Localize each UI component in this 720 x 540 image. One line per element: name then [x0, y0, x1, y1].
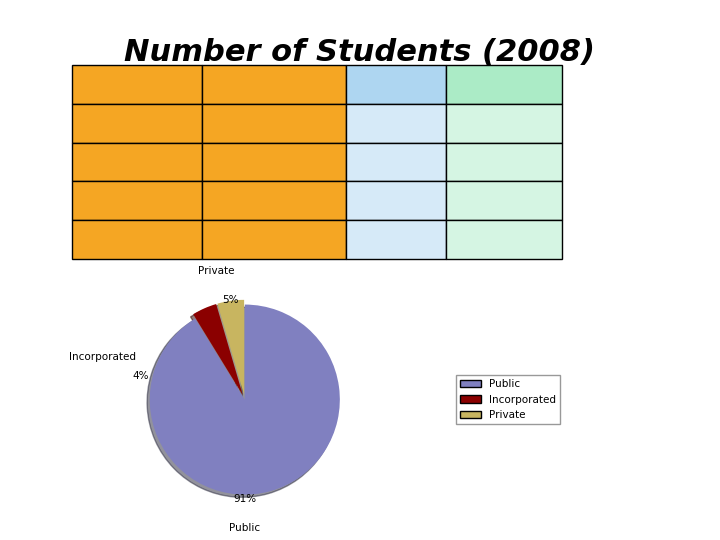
Text: 16633: 16633 — [516, 233, 556, 246]
Text: Incorporated: Incorporated — [78, 156, 158, 168]
Text: 82822: 82822 — [297, 233, 340, 246]
Text: 1321: 1321 — [524, 156, 556, 168]
Text: Full time: Full time — [366, 78, 426, 91]
Text: 66189: 66189 — [401, 233, 441, 246]
Wedge shape — [217, 300, 244, 395]
Text: Incorporated: Incorporated — [68, 352, 136, 362]
Text: 2177: 2177 — [409, 156, 441, 168]
Text: 3332: 3332 — [524, 194, 556, 207]
Wedge shape — [150, 305, 340, 495]
Text: 4%: 4% — [132, 371, 148, 381]
Text: 91%: 91% — [233, 495, 256, 504]
Text: 5%: 5% — [222, 295, 239, 305]
Text: 420: 420 — [417, 194, 441, 207]
Text: Part time: Part time — [472, 78, 536, 91]
Text: 11980: 11980 — [516, 117, 556, 130]
Text: Private: Private — [78, 194, 122, 207]
Text: 63592: 63592 — [401, 117, 441, 130]
Text: 75572: 75572 — [300, 117, 340, 130]
Text: Number of Students (2008): Number of Students (2008) — [125, 38, 595, 67]
Text: Private: Private — [198, 266, 235, 276]
Text: 3752: 3752 — [308, 194, 340, 207]
Legend: Public, Incorporated, Private: Public, Incorporated, Private — [456, 375, 560, 424]
Text: Public: Public — [78, 117, 114, 130]
Text: Public: Public — [229, 523, 261, 533]
Wedge shape — [193, 304, 243, 395]
Text: 3498: 3498 — [308, 156, 340, 168]
Text: Number of students: Number of students — [204, 78, 343, 91]
